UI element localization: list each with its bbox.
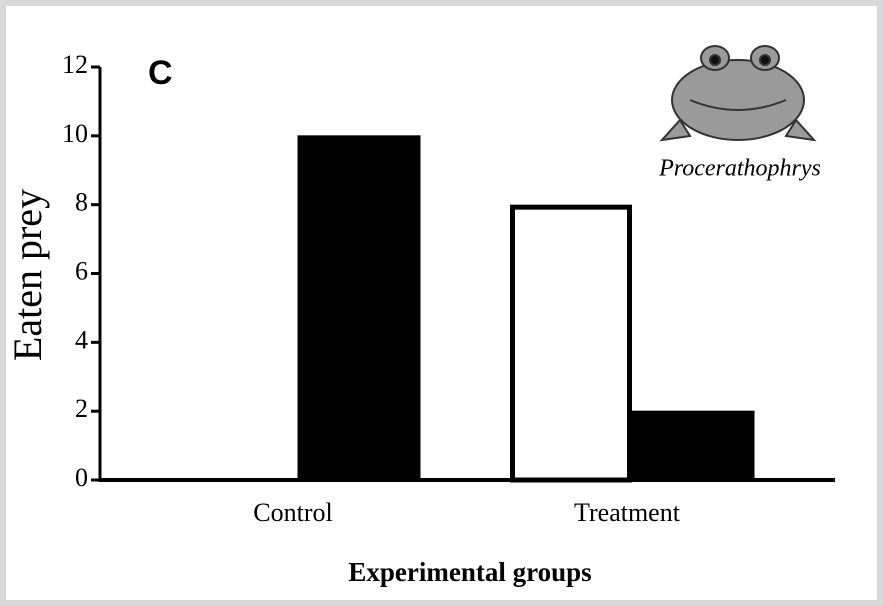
bar: [631, 410, 755, 481]
x-tick-label: Treatment: [574, 498, 681, 527]
y-axis-label: Eaten prey: [5, 189, 50, 361]
y-tick-label: 6: [75, 256, 88, 285]
y-tick-label: 12: [62, 50, 88, 79]
panel-label: C: [148, 54, 173, 92]
bar: [510, 204, 632, 483]
frog-illustration: [659, 45, 817, 142]
y-tick-label: 8: [75, 188, 88, 217]
y-tick-label: 4: [75, 325, 88, 354]
y-tick-label: 0: [75, 463, 88, 492]
x-axis-label: Experimental groups: [348, 557, 591, 587]
y-tick-label: 10: [62, 119, 88, 148]
bar: [297, 135, 421, 481]
x-tick-label: Control: [253, 498, 332, 527]
y-tick-label: 2: [75, 394, 88, 423]
annotation: Procerathophrys: [658, 156, 821, 182]
